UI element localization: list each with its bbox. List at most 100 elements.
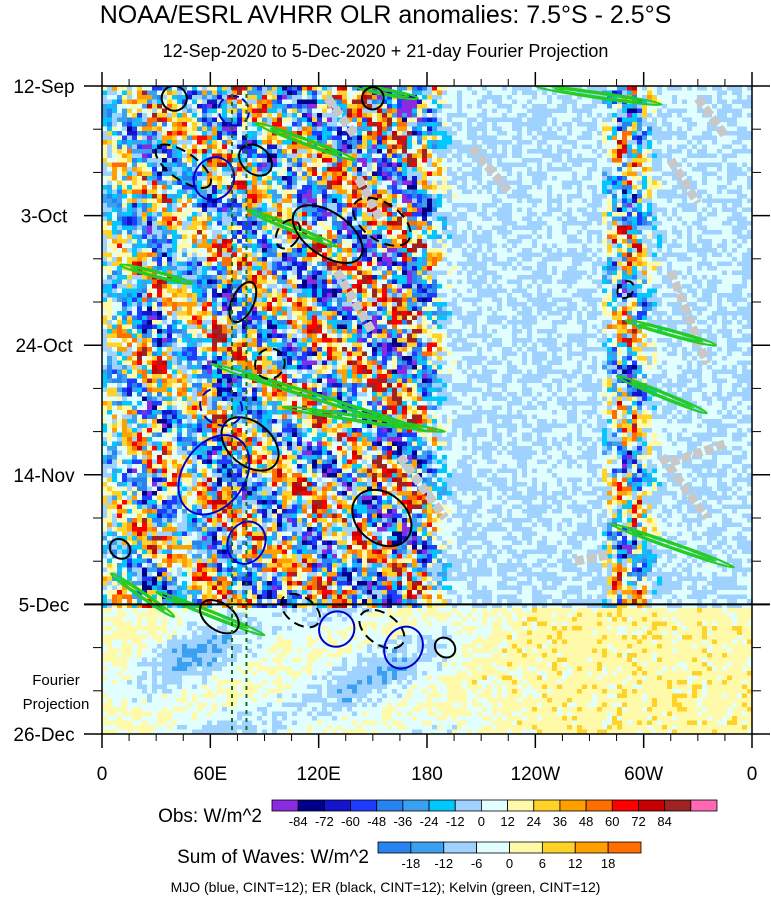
heatmap-cell [237,180,243,186]
heatmap-cell [542,113,548,119]
heatmap-cell [477,90,483,96]
heatmap-cell [342,194,348,200]
heatmap-cell [197,135,203,141]
heatmap-cell [562,225,568,231]
heatmap-cell [317,221,323,227]
heatmap-cell [362,176,368,182]
heatmap-cell [237,252,243,258]
heatmap-cell [607,135,613,141]
heatmap-cell [507,171,513,177]
heatmap-cell [262,185,268,191]
heatmap-cell [307,185,313,191]
heatmap-cell [627,252,633,258]
heatmap-cell [117,185,123,191]
heatmap-cell [152,108,158,114]
heatmap-cell [342,90,348,96]
heatmap-cell [587,104,593,110]
heatmap-cell [152,131,158,137]
heatmap-cell [432,189,438,195]
heatmap-cell [547,167,553,173]
heatmap-cell [307,189,313,195]
heatmap-cell [117,248,123,254]
heatmap-cell [292,176,298,182]
heatmap-cell [447,95,453,101]
heatmap-cell [727,153,733,159]
heatmap-cell [547,185,553,191]
heatmap-cell [632,216,638,222]
heatmap-cell [662,135,668,141]
heatmap-cell [232,113,238,119]
heatmap-cell [527,194,533,200]
heatmap-cell [737,239,743,245]
heatmap-cell [112,239,118,245]
heatmap-cell [737,86,743,92]
heatmap-cell [612,221,618,227]
heatmap-cell [452,167,458,173]
heatmap-cell [332,216,338,222]
heatmap-cell [137,108,143,114]
heatmap-cell [542,149,548,155]
heatmap-cell [577,185,583,191]
heatmap-cell [152,86,158,92]
heatmap-cell [627,108,633,114]
heatmap-cell [547,252,553,258]
heatmap-cell [377,95,383,101]
heatmap-cell [527,221,533,227]
heatmap-cell [457,126,463,132]
heatmap-cell [337,230,343,236]
heatmap-cell [542,243,548,249]
heatmap-cell [132,158,138,164]
heatmap-cell [167,131,173,137]
heatmap-cell [507,140,513,146]
heatmap-cell [312,176,318,182]
heatmap-cell [702,126,708,132]
heatmap-cell [497,243,503,249]
heatmap-cell [627,104,633,110]
heatmap-cell [112,108,118,114]
heatmap-cell [307,176,313,182]
heatmap-cell [387,185,393,191]
heatmap-cell [637,176,643,182]
heatmap-cell [277,153,283,159]
heatmap-cell [202,113,208,119]
heatmap-cell [177,140,183,146]
heatmap-cell [557,95,563,101]
heatmap-cell [712,158,718,164]
heatmap-cell [382,203,388,209]
heatmap-cell [407,140,413,146]
heatmap-cell [152,126,158,132]
heatmap-cell [117,171,123,177]
heatmap-cell [427,153,433,159]
heatmap-cell [447,207,453,213]
heatmap-cell [132,149,138,155]
heatmap-cell [107,126,113,132]
heatmap-cell [457,203,463,209]
heatmap-cell [327,212,333,218]
heatmap-cell [462,198,468,204]
heatmap-cell [467,194,473,200]
heatmap-cell [252,216,258,222]
heatmap-cell [252,180,258,186]
heatmap-cell [522,158,528,164]
heatmap-cell [412,158,418,164]
heatmap-cell [427,86,433,92]
heatmap-cell [657,108,663,114]
heatmap-cell [452,221,458,227]
heatmap-cell [462,239,468,245]
heatmap-cell [662,194,668,200]
heatmap-cell [192,243,198,249]
heatmap-cell [557,248,563,254]
heatmap-cell [632,104,638,110]
heatmap-cell [672,113,678,119]
heatmap-cell [102,144,108,150]
heatmap-cell [302,243,308,249]
heatmap-cell [152,95,158,101]
heatmap-cell [657,122,663,128]
heatmap-cell [122,171,128,177]
heatmap-cell [132,194,138,200]
heatmap-cell [417,135,423,141]
heatmap-cell [257,162,263,168]
heatmap-cell [142,225,148,231]
heatmap-cell [182,167,188,173]
heatmap-cell [307,171,313,177]
